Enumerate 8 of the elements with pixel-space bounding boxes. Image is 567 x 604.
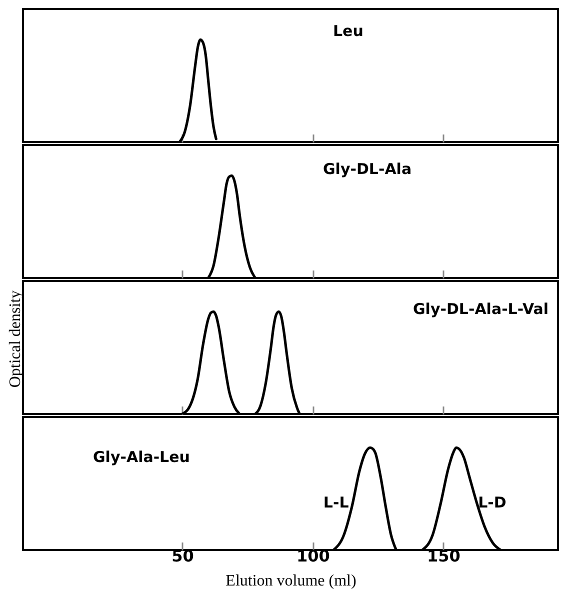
- chart-title: Leu: [333, 22, 364, 40]
- series-label: L-D: [478, 494, 506, 512]
- chart-title: Gly-DL-Ala-L-Val: [413, 300, 549, 318]
- chart-title: Gly-Ala-Leu: [93, 448, 190, 466]
- chart-title: Gly-DL-Ala: [323, 160, 412, 178]
- series-label: L-L: [323, 494, 350, 512]
- x-axis-title: Elution volume (ml): [226, 572, 356, 590]
- y-axis-title: Optical density: [7, 289, 25, 390]
